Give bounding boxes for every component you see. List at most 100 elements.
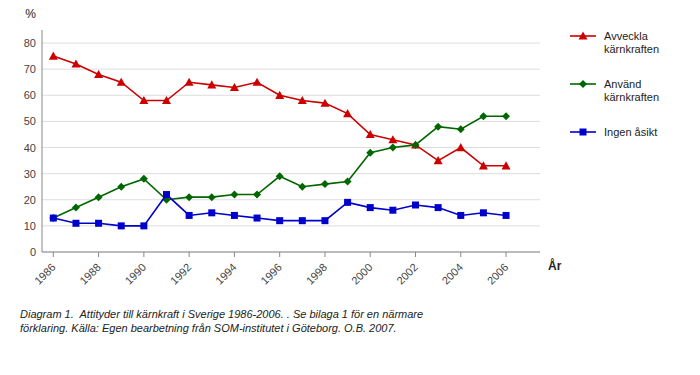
- chart-container: 0102030405060708019861988199019921994199…: [0, 0, 700, 375]
- series-marker: [163, 191, 170, 198]
- y-tick-label: 30: [24, 168, 36, 180]
- x-tick: [506, 252, 507, 257]
- text-line: Avveckla: [604, 30, 649, 42]
- y-tick-label: 0: [30, 246, 36, 258]
- series-marker: [71, 59, 80, 67]
- plot-area: [49, 52, 511, 230]
- series-marker: [321, 217, 328, 224]
- legend-marker: [579, 80, 587, 88]
- x-tick-label: 2002: [394, 261, 420, 287]
- x-tick-label: 1986: [32, 261, 58, 287]
- x-tick: [460, 252, 461, 257]
- series-marker: [298, 96, 307, 104]
- x-tick: [143, 252, 144, 257]
- series-marker: [456, 143, 465, 151]
- series-marker: [94, 70, 103, 78]
- legend: AvvecklakärnkraftenAnvändkärnkraftenInge…: [570, 30, 659, 138]
- y-axis-label: %: [25, 7, 36, 21]
- text-line: Använd: [604, 78, 641, 90]
- y-tick-label: 50: [24, 115, 36, 127]
- chart-svg: 0102030405060708019861988199019921994199…: [0, 0, 700, 375]
- series-marker: [503, 212, 510, 219]
- grid-line: [42, 173, 540, 174]
- series-marker: [50, 215, 57, 222]
- series-marker: [389, 207, 396, 214]
- x-tick: [415, 252, 416, 257]
- x-tick-label: 1992: [168, 261, 194, 287]
- series-marker: [276, 217, 283, 224]
- series-marker: [117, 183, 125, 191]
- series-marker: [276, 172, 284, 180]
- y-tick-label: 10: [24, 220, 36, 232]
- x-tick: [324, 252, 325, 257]
- text-line: kärnkraften: [604, 43, 659, 55]
- series-marker: [479, 112, 487, 120]
- legend-label: Användkärnkraften: [604, 78, 659, 103]
- legend-label: Ingen åsikt: [604, 126, 657, 138]
- legend-marker: [580, 129, 587, 136]
- series-marker: [140, 222, 147, 229]
- series-marker: [208, 209, 215, 216]
- series-marker: [320, 99, 329, 107]
- x-tick: [53, 252, 54, 257]
- series-marker: [299, 217, 306, 224]
- series-marker: [275, 91, 284, 99]
- series-marker: [230, 83, 239, 91]
- series-marker: [321, 180, 329, 188]
- y-tick-label: 60: [24, 89, 36, 101]
- grid-line: [42, 147, 540, 148]
- series-line: [53, 56, 506, 166]
- x-tick-label: 1996: [258, 261, 284, 287]
- series-marker: [185, 78, 194, 86]
- x-tick-label: 1988: [77, 261, 103, 287]
- legend-marker: [579, 32, 588, 40]
- series-marker: [230, 191, 238, 199]
- series-marker: [208, 193, 216, 201]
- series-marker: [231, 212, 238, 219]
- x-tick: [279, 252, 280, 257]
- series-marker: [140, 175, 148, 183]
- legend-label: Avvecklakärnkraften: [604, 30, 659, 55]
- x-tick-label: 1994: [213, 261, 239, 287]
- y-tick-label: 20: [24, 194, 36, 206]
- series-marker: [457, 125, 465, 133]
- series-marker: [254, 215, 261, 222]
- series-marker: [367, 204, 374, 211]
- series-marker: [95, 193, 103, 201]
- x-axis-label: År: [548, 258, 562, 273]
- y-axis-line: [42, 30, 43, 252]
- text-line: kärnkraften: [604, 91, 659, 103]
- series-marker: [479, 161, 488, 169]
- series-marker: [298, 183, 306, 191]
- series-marker: [435, 204, 442, 211]
- series-marker: [389, 144, 397, 152]
- grid-line: [42, 199, 540, 200]
- x-tick-label: 2004: [439, 261, 465, 287]
- series-marker: [117, 78, 126, 86]
- series-marker: [412, 201, 419, 208]
- grid-line: [42, 95, 540, 96]
- series-marker: [366, 130, 375, 138]
- series-marker: [162, 96, 171, 104]
- series-marker: [434, 156, 443, 164]
- text-line: förklaring. Källa: Egen bearbetning från…: [20, 322, 397, 334]
- y-tick-label: 70: [24, 63, 36, 75]
- grid-line: [42, 69, 540, 70]
- series-marker: [49, 214, 57, 222]
- series-marker: [207, 80, 216, 88]
- series-marker: [72, 204, 80, 212]
- x-tick-label: 1998: [304, 261, 330, 287]
- caption: Diagram 1. Attityder till kärnkraft i Sv…: [20, 308, 423, 334]
- series-marker: [343, 109, 352, 117]
- y-grid: [42, 43, 540, 252]
- text-line: Diagram 1. Attityder till kärnkraft i Sv…: [20, 308, 423, 320]
- y-tick-label: 80: [24, 37, 36, 49]
- series-marker: [253, 78, 262, 86]
- series-marker: [457, 212, 464, 219]
- series-marker: [480, 209, 487, 216]
- x-axis-line: [42, 252, 540, 253]
- series-marker: [186, 212, 193, 219]
- series-marker: [139, 96, 148, 104]
- x-tick: [98, 252, 99, 257]
- x-tick-label: 2000: [349, 261, 375, 287]
